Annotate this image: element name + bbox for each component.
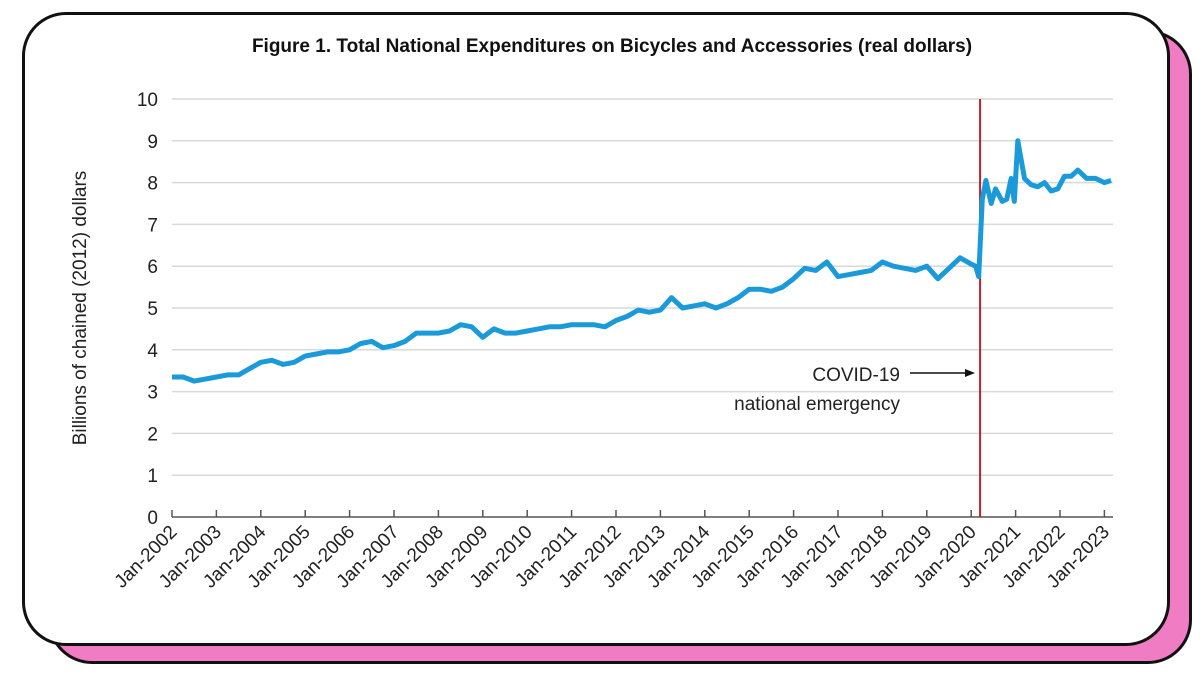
y-tick-label: 1: [147, 466, 158, 487]
chart-title: Figure 1. Total National Expenditures on…: [252, 36, 972, 57]
annotation-line2: national emergency: [734, 394, 900, 415]
y-tick-label: 7: [147, 215, 158, 236]
chart-card: [22, 12, 1170, 646]
y-tick-label: 3: [147, 383, 158, 404]
y-tick-label: 0: [147, 508, 158, 529]
arrow-head-icon: [965, 369, 975, 377]
y-tick-label: 5: [147, 299, 158, 320]
y-tick-label: 2: [147, 424, 158, 445]
y-axis-label: Billions of chained (2012) dollars: [70, 171, 91, 446]
y-tick-label: 10: [137, 90, 158, 111]
y-tick-label: 4: [147, 341, 158, 362]
y-tick-label: 6: [147, 257, 158, 278]
y-tick-label: 8: [147, 174, 158, 195]
annotation-line1: COVID-19: [812, 365, 900, 386]
series-line: [172, 138, 1112, 384]
y-tick-label: 9: [147, 132, 158, 153]
